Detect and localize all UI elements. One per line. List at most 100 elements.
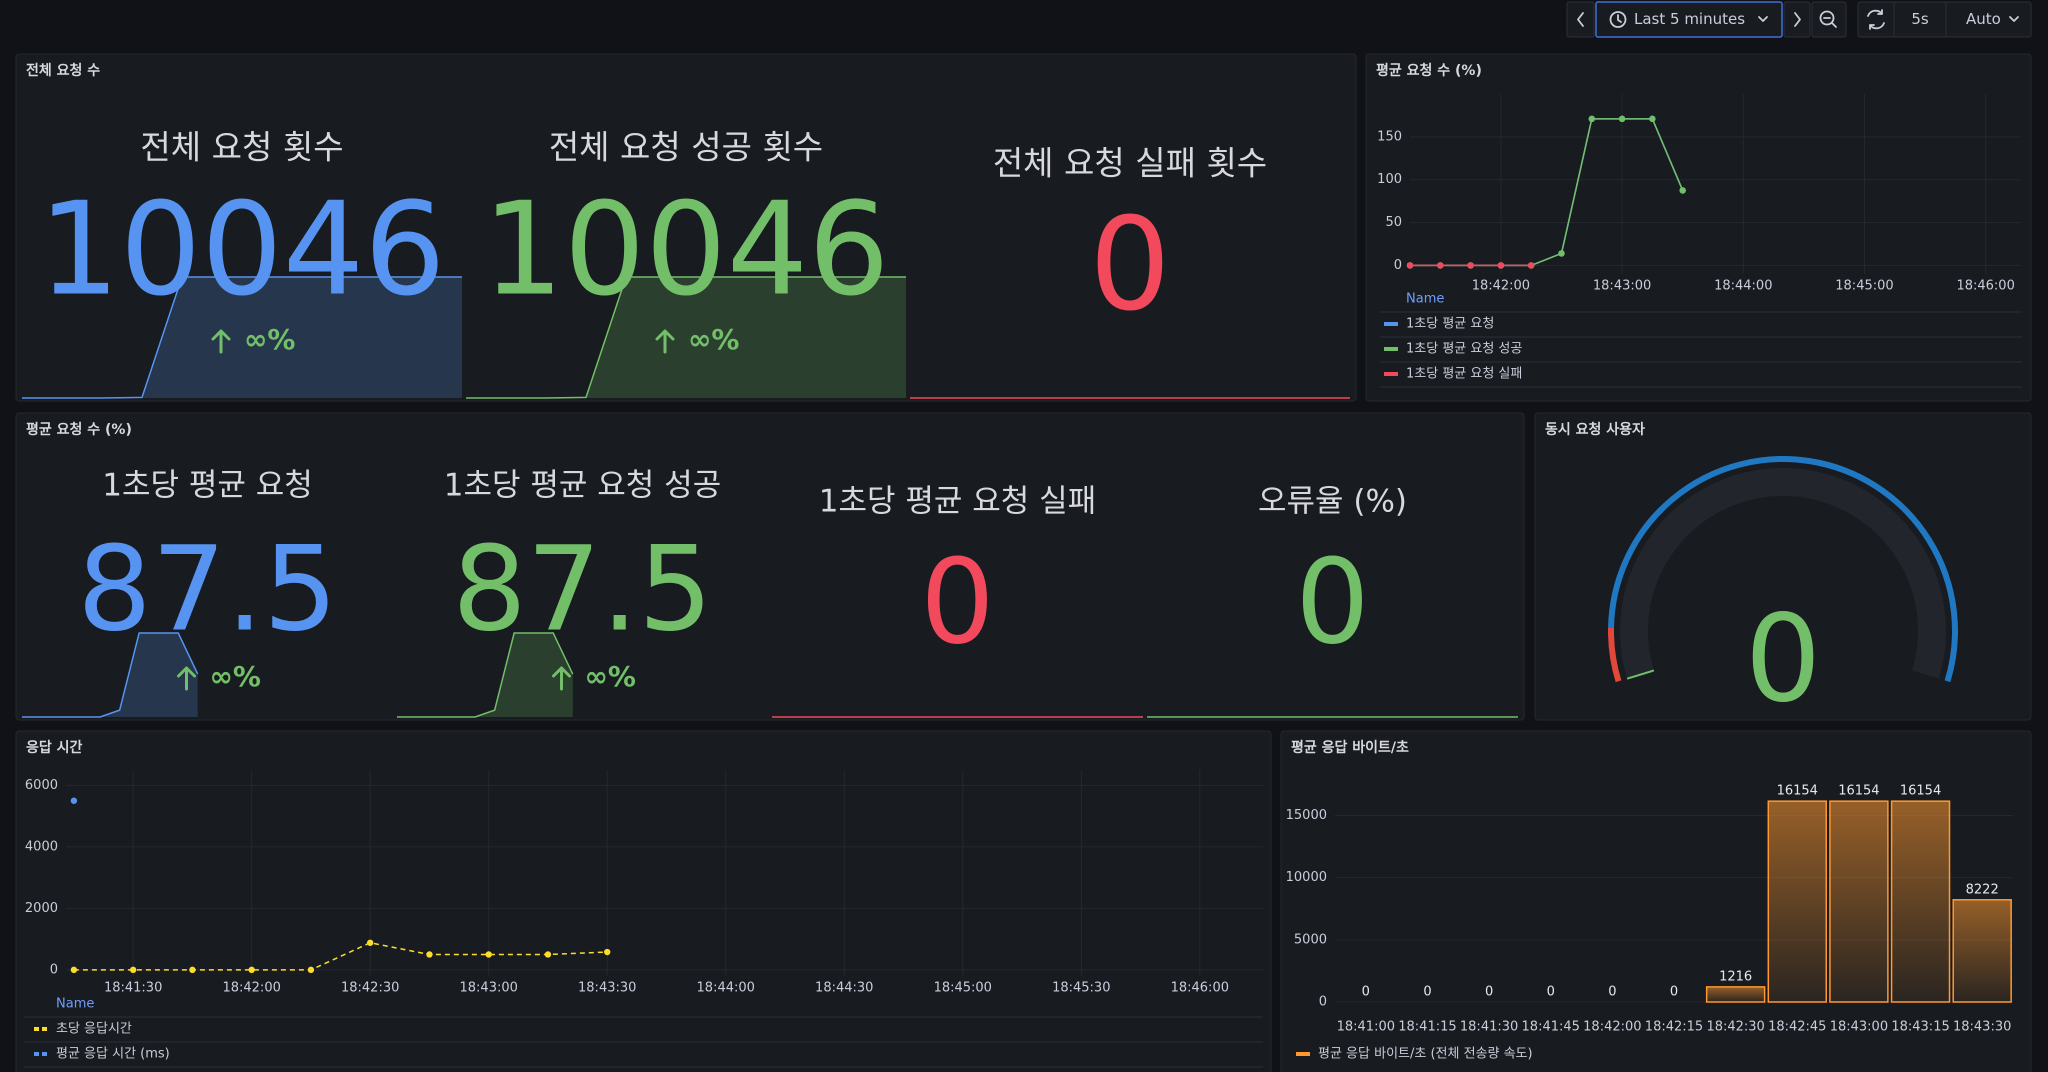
x-tick-label: 18:43:00 — [460, 981, 518, 996]
data-point — [485, 951, 492, 958]
legend-header: Name — [1406, 292, 1444, 307]
trend-arrow — [552, 666, 571, 691]
bar — [1705, 986, 1766, 1003]
chevron-right[interactable] — [1794, 12, 1801, 27]
magnifier-handle[interactable] — [1823, 17, 1837, 28]
stat-label: 1초당 평균 요청 실패 — [819, 484, 1096, 520]
chevron-left[interactable] — [1577, 12, 1584, 27]
x-tick-label: 18:43:00 — [1830, 1020, 1888, 1035]
chevron-down[interactable] — [1758, 16, 1768, 22]
panel-title: 평균 요청 수 (%) — [1376, 62, 1482, 79]
panel — [15, 412, 1525, 721]
chevron-down[interactable] — [2009, 16, 2019, 22]
toolbar: Last 5 minutes 5s Auto — [1566, 1, 2032, 38]
data-point — [1467, 262, 1474, 269]
refresh-mode[interactable]: Auto — [1966, 10, 2001, 28]
x-tick-label: 18:43:15 — [1891, 1020, 1949, 1035]
panel-title: 동시 요청 사용자 — [1545, 422, 1645, 438]
clock-icon[interactable] — [1609, 11, 1627, 28]
stat-value: 0 — [920, 534, 994, 671]
sparkline — [22, 632, 199, 718]
data-point — [1679, 187, 1686, 194]
data-point — [248, 966, 255, 974]
time-picker-frame[interactable] — [1595, 1, 1783, 38]
x-tick-label: 18:42:30 — [341, 981, 399, 996]
stat-value: 87.5 — [77, 521, 338, 658]
data-point — [426, 951, 433, 958]
data-point — [189, 966, 196, 974]
data-point — [307, 966, 315, 974]
data-point — [1618, 115, 1626, 123]
data-point — [70, 797, 78, 804]
gauge-threshold — [1608, 456, 1958, 683]
next-button[interactable] — [1783, 1, 1811, 38]
button-frame[interactable] — [1783, 1, 1811, 38]
clock-hands[interactable] — [1617, 14, 1622, 23]
data-point — [1406, 262, 1414, 269]
stat-value: 10046 — [482, 176, 889, 325]
y-tick-label: 50 — [1385, 215, 1402, 230]
data-point — [604, 948, 611, 956]
trend-arrow — [655, 329, 675, 354]
data-point — [1588, 115, 1595, 123]
trend-arrow — [177, 666, 196, 691]
button-frame[interactable] — [1811, 1, 1847, 38]
x-tick-label: 18:42:45 — [1768, 1020, 1826, 1035]
x-tick-label: 18:44:30 — [815, 981, 873, 996]
x-tick-label: 18:41:45 — [1522, 1020, 1580, 1035]
bar — [1952, 899, 2012, 1003]
bar-value-label: 0 — [1485, 985, 1493, 1000]
bar-value-label: 1216 — [1719, 969, 1752, 984]
sparkline-area — [22, 633, 198, 717]
stat-label: 전체 요청 실패 횟수 — [993, 144, 1267, 183]
legend-label: 평균 응답 바이트/초 (전체 전송량 속도) — [1318, 1047, 1533, 1062]
button-frame[interactable] — [1566, 1, 1595, 38]
panel — [15, 53, 1357, 402]
stat-label: 오류율 (%) — [1258, 484, 1407, 520]
gauge-track — [1620, 468, 1946, 679]
stat-label: 1초당 평균 요청 성공 — [444, 468, 721, 504]
time-picker[interactable]: Last 5 minutes — [1595, 1, 1783, 38]
panel-title: 전체 요청 수 — [26, 62, 100, 79]
bar-value-label: 0 — [1670, 985, 1678, 1000]
bar — [1890, 800, 1951, 1003]
legend-label: 1초당 평균 요청 성공 — [1406, 342, 1522, 357]
data-point — [129, 966, 137, 974]
y-tick-label: 15000 — [1286, 808, 1327, 823]
time-range[interactable]: Last 5 minutes — [1634, 10, 1745, 28]
y-tick-label: 6000 — [25, 778, 58, 793]
data-point — [70, 966, 78, 974]
y-tick-label: 5000 — [1294, 932, 1327, 947]
legend-label: 초당 응답시간 — [56, 1022, 132, 1037]
prev-button[interactable] — [1566, 1, 1595, 38]
sparkline-area — [22, 277, 462, 398]
x-tick-label: 18:42:00 — [1583, 1020, 1641, 1035]
data-point — [1558, 250, 1565, 257]
stat-value: 10046 — [38, 176, 445, 325]
x-tick-label: 18:42:00 — [1472, 279, 1530, 294]
x-tick-label: 18:42:30 — [1706, 1020, 1764, 1035]
y-tick-label: 100 — [1377, 172, 1402, 187]
stat-label: 전체 요청 성공 횟수 — [549, 128, 823, 167]
sparkline-area — [397, 633, 573, 717]
zoom-out-button[interactable] — [1811, 1, 1847, 38]
legend-label: 평균 응답 시간 (ms) — [56, 1047, 170, 1062]
x-tick-label: 18:42:15 — [1645, 1020, 1703, 1035]
refresh-icon[interactable] — [1867, 9, 1885, 30]
y-tick-label: 10000 — [1286, 870, 1327, 885]
gauge-value-indicator — [1626, 669, 1655, 680]
button-frame[interactable] — [1857, 1, 2032, 38]
x-tick-label: 18:44:00 — [1714, 279, 1772, 294]
refresh-interval[interactable]: 5s — [1911, 10, 1929, 28]
x-tick-label: 18:43:00 — [1593, 279, 1651, 294]
y-tick-label: 4000 — [25, 839, 58, 854]
y-tick-label: 0 — [1319, 995, 1327, 1010]
legend-header: Name — [56, 997, 94, 1012]
refresh-picker[interactable]: 5s Auto — [1857, 1, 2032, 38]
sparkline — [22, 276, 462, 399]
bar-value-label: 0 — [1362, 985, 1370, 1000]
magnifier[interactable] — [1819, 10, 1835, 26]
sparkline — [466, 276, 906, 399]
stat-change: ∞% — [210, 660, 261, 693]
